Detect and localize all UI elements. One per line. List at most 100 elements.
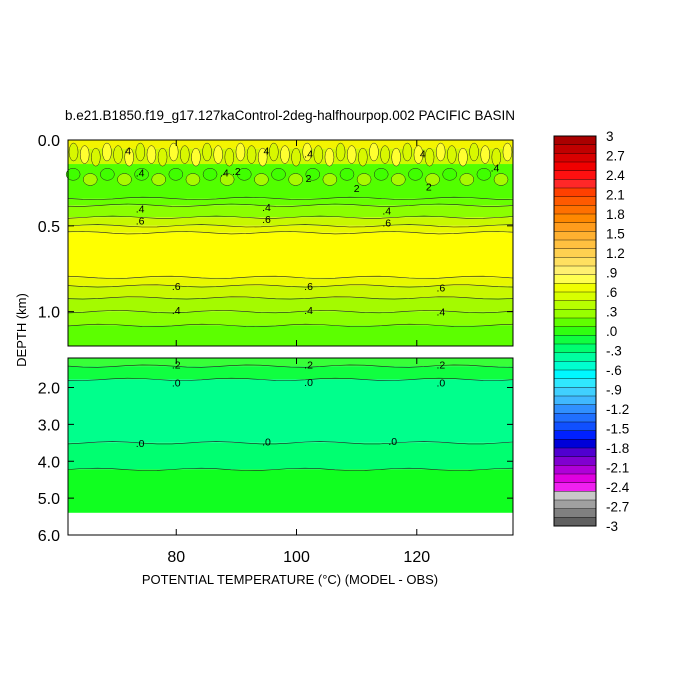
eddy-cell: [305, 168, 320, 181]
panel-frame: [67, 357, 514, 536]
contour-label: .6: [262, 214, 271, 226]
colorbar-label: 2.7: [606, 149, 625, 164]
colorbar-label: -.6: [606, 363, 622, 378]
contour-line: [67, 224, 514, 228]
eddy-cell: [458, 147, 468, 167]
contour-label: .2: [436, 360, 445, 372]
contour-line: [67, 275, 514, 279]
contour-label: 2: [426, 181, 432, 193]
y-tick-label: 5.0: [38, 491, 60, 508]
eddy-cell: [335, 142, 346, 162]
y-tick-label: 2.0: [38, 381, 60, 398]
eddy-cell: [146, 145, 157, 164]
surface-eddies: [65, 142, 513, 186]
eddy-cell: [117, 173, 132, 186]
eddy-cell: [91, 147, 101, 167]
eddy-cell: [113, 145, 123, 164]
eddy-cell: [356, 173, 372, 186]
panel-upper: 4.4.4.24.42242.4.4.6.4.6.4.6.6.6.6.4.4.4…: [38, 133, 514, 347]
colorbar-swatch: [553, 439, 597, 449]
panel-frame: [67, 139, 514, 347]
y-tick-label: 4.0: [38, 454, 60, 471]
contour-band: [68, 277, 513, 286]
contour-band: [68, 469, 513, 513]
y-tick-label: 0.0: [38, 133, 60, 150]
eddy-cell: [202, 168, 218, 181]
colorbar-swatch: [553, 404, 597, 414]
contour-label: 2: [354, 183, 360, 195]
eddy-cell: [322, 173, 338, 186]
eddy-cell: [102, 142, 112, 162]
eddy-cell: [442, 168, 457, 181]
eddy-cell: [224, 147, 235, 167]
colorbar-swatch: [553, 465, 597, 475]
contour-label: .4: [436, 307, 445, 319]
contour-band: [68, 358, 513, 367]
colorbar-swatch: [553, 473, 597, 484]
colorbar-swatch: [553, 187, 597, 198]
contour-label: .4: [491, 162, 500, 174]
contour-label: 4: [125, 145, 131, 157]
contour-band: [68, 205, 513, 218]
colorbar-swatch: [553, 135, 597, 146]
contour-label: .4: [172, 305, 181, 317]
contour-label: .0: [388, 436, 397, 448]
colorbar: 3 2.7 2.4 2.1 1.8 1.5 1.2 .9 .6 .3 .0 -.3 -.6 -.9 -1.2…: [553, 129, 630, 534]
colorbar-label: -2.1: [606, 461, 629, 476]
eddy-cell: [369, 142, 379, 162]
contour-label: .0: [262, 437, 271, 449]
colorbar-swatch: [553, 222, 597, 232]
colorbar-label: .6: [606, 285, 617, 300]
eddy-cell: [291, 147, 301, 167]
eddy-cell: [79, 145, 90, 164]
eddy-cell: [65, 168, 81, 181]
contour-label: .0: [304, 377, 313, 389]
colorbar-swatch: [553, 491, 597, 501]
colorbar-swatch: [553, 144, 597, 154]
contour-line: [67, 310, 514, 314]
contour-label: .6: [172, 281, 181, 293]
eddy-cell: [469, 142, 479, 162]
eddy-cell: [480, 145, 490, 164]
contour-line: [67, 296, 514, 300]
colorbar-swatch: [553, 508, 597, 518]
plot-panels: 4.4.4.24.42242.4.4.6.4.6.4.6.6.6.6.4.4.4…: [38, 133, 514, 566]
contour-band: [68, 311, 513, 326]
contour-label: .4: [304, 305, 313, 317]
eddy-cell: [288, 173, 303, 186]
colorbar-label: 1.2: [606, 246, 625, 261]
colorbar-label: -3: [606, 519, 618, 534]
colorbar-swatch: [553, 395, 597, 406]
eddy-cell: [424, 147, 435, 167]
contour-label: .0: [136, 438, 145, 450]
contour-band: [68, 217, 513, 226]
eddy-cell: [339, 168, 355, 181]
eddy-cell: [185, 173, 201, 186]
contour-label: .4: [262, 202, 271, 214]
contour-label: .4: [304, 149, 313, 161]
contour-label: .6: [436, 283, 445, 295]
colorbar-swatch: [553, 361, 597, 371]
eddy-cell: [302, 142, 312, 162]
x-tick-label: 100: [283, 549, 310, 566]
contour-band: [68, 225, 513, 233]
eddy-cell: [402, 142, 413, 162]
eddy-cell: [280, 145, 290, 164]
contour-band: [68, 232, 513, 278]
eddy-cell: [257, 147, 268, 167]
colorbar-swatch: [553, 205, 597, 215]
eddy-cell: [271, 168, 286, 181]
colorbar-swatch: [553, 352, 597, 362]
colorbar-label: 1.5: [606, 227, 625, 242]
colorbar-swatch: [553, 257, 597, 267]
eddy-cell: [391, 173, 406, 186]
eddy-cell: [269, 142, 279, 162]
panel-lower: .2 .2 .2 .0 .0 .0 .0 .0 .0 2.0 3.0 4.0 5.0 6.0: [38, 357, 514, 545]
eddy-cell: [447, 145, 457, 164]
colorbar-swatch: [553, 499, 597, 510]
colorbar-label: -1.2: [606, 402, 629, 417]
eddy-cell: [151, 173, 166, 186]
eddy-cell: [237, 168, 252, 181]
eddy-cell: [358, 147, 368, 167]
